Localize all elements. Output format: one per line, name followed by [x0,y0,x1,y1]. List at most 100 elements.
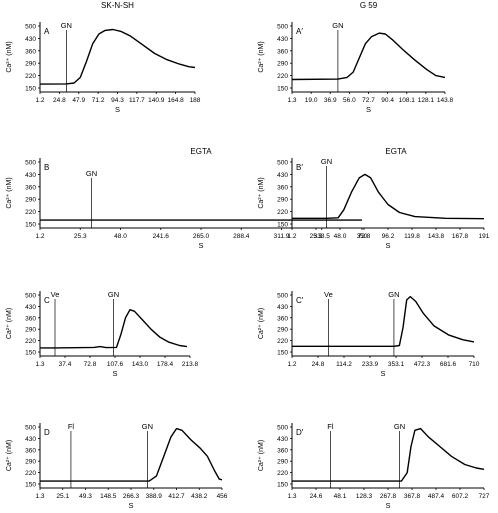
calcium-trace-line [292,427,485,482]
y-tick-label: 220 [25,338,36,345]
event-marker-label: GN [108,290,119,299]
panel-letter: B′ [296,163,303,172]
y-tick-label: 430 [277,172,288,179]
x-axis-label: S [128,501,133,510]
x-tick-label: 681.6 [440,361,457,368]
y-tick-label: 500 [25,24,36,31]
x-tick-label: 311.9 [274,233,290,240]
x-tick-label: 438.2 [191,493,208,500]
panel-d: D 500 430 360 290 220 150 Ca²⁺ (nM) 1.3 25.1 49.3 1… [6,422,228,510]
y-axis-label: Ca²⁺ (nM) [258,177,265,208]
y-tick-label: 360 [277,447,288,454]
panel-letter: A′ [296,27,303,36]
x-axis-label: S [112,369,117,378]
x-tick-label: 19.0 [305,97,318,104]
x-tick-label: 24.8 [53,97,66,104]
x-tick-label: 367.8 [404,493,421,500]
x-tick-label: 72.8 [84,361,97,368]
y-axis-label: Ca²⁺ (nM) [6,177,13,208]
x-tick-label: 456 [217,493,228,500]
y-tick-label: 290 [277,327,288,334]
calcium-trace-line [292,173,485,220]
y-tick-label: 150 [25,482,36,489]
y-tick-label: 500 [277,425,288,432]
y-tick-label: 220 [277,338,288,345]
panel-letter: A [44,27,50,36]
column-title: G 59 [360,1,378,10]
panel-letter: C [44,296,50,305]
calcium-trace-line [291,32,446,81]
x-tick-label: 114.2 [336,361,352,368]
y-tick-label: 500 [25,425,36,432]
x-tick-label: 487.4 [428,493,445,500]
x-tick-label: 48.0 [334,233,347,240]
y-tick-label: 150 [277,482,288,489]
y-tick-label: 150 [25,350,36,357]
y-tick-label: 360 [277,315,288,322]
event-marker-label: Ve [51,290,60,299]
y-axis-label: Ca²⁺ (nM) [258,440,265,471]
y-tick-label: 150 [277,350,288,357]
x-tick-label: 1.3 [287,97,296,104]
y-tick-label: 430 [277,436,288,443]
panel-letter: D [44,428,50,437]
y-tick-label: 430 [25,172,36,179]
x-axis-label: S [198,241,203,250]
y-tick-label: 150 [277,86,288,93]
x-tick-label: 96.2 [382,233,395,240]
x-tick-label: 72.7 [362,97,375,104]
x-tick-label: 267.8 [380,493,397,500]
y-axis-label: Ca²⁺ (nM) [6,308,13,339]
calcium-trace-line [292,295,475,347]
x-tick-label: 90.4 [381,97,394,104]
panel-a-prime: G 59 A′ 500 430 360 290 220 150 Ca²⁺ (nM) 1.3 19.0… [258,1,454,114]
x-tick-label: 143.8 [428,233,445,240]
y-tick-label: 500 [25,293,36,300]
x-tick-label: 1.2 [35,233,44,240]
y-axis-label: Ca²⁺ (nM) [258,308,265,339]
condition-label: EGTA [385,147,407,156]
event-marker-label: Fl [327,422,334,431]
x-tick-label: 24.6 [310,493,323,500]
x-tick-label: 37.4 [59,361,72,368]
panel-letter: D′ [296,428,304,437]
y-tick-label: 500 [277,293,288,300]
x-tick-label: 178.4 [157,361,174,368]
x-tick-label: 25.3 [74,233,87,240]
panel-letter: B [44,163,49,172]
x-tick-label: 1.2 [287,361,296,368]
y-tick-label: 290 [277,459,288,466]
y-tick-label: 220 [277,209,288,216]
calcium-trace-line [40,309,188,349]
x-tick-label: 25.3 [310,233,323,240]
x-tick-label: 233.9 [362,361,379,368]
y-tick-label: 290 [277,61,288,68]
y-axis-label: Ca²⁺ (nM) [258,41,265,72]
x-tick-label: 108.1 [399,97,416,104]
x-axis-label: S [385,501,390,510]
x-tick-label: 148.5 [100,493,117,500]
x-tick-label: 24.8 [312,361,325,368]
calcium-trace-line [40,427,223,482]
x-tick-label: 48.1 [334,493,347,500]
x-tick-label: 140.9 [148,97,165,104]
x-tick-label: 94.3 [111,97,124,104]
x-tick-label: 119.8 [404,233,420,240]
event-marker-label: Ve [324,290,333,299]
x-tick-label: 213.8 [182,361,199,368]
y-tick-label: 290 [25,459,36,466]
y-tick-label: 360 [277,184,288,191]
x-tick-label: 48.0 [114,233,127,240]
x-tick-label: 191 [479,233,490,240]
x-tick-label: 727 [479,493,490,500]
y-tick-label: 290 [25,327,36,334]
x-tick-label: 1.3 [287,493,296,500]
y-tick-label: 290 [25,61,36,68]
y-tick-label: 290 [25,197,36,204]
y-tick-label: 430 [25,436,36,443]
panel-b-prime: EGTA B′ 500 430 360 290 220 150 Ca²⁺ (nM) 1.2 25.3… [258,147,490,250]
x-tick-label: 353.1 [388,361,405,368]
panel-c: C 500 430 360 290 220 150 Ca²⁺ (nM) 1.3 37.4 72.8 1… [6,290,199,378]
y-tick-label: 220 [277,470,288,477]
